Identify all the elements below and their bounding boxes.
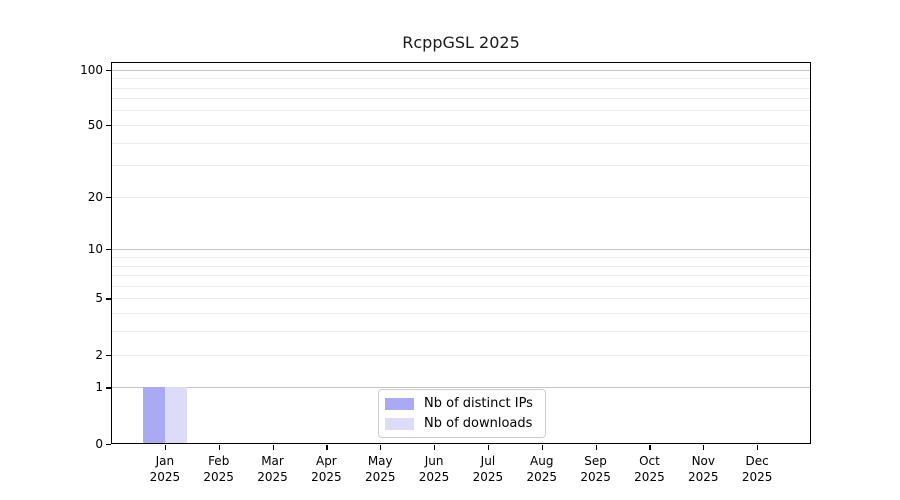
- y-tick-mark: [106, 124, 111, 127]
- x-tick-label: Oct 2025: [617, 453, 681, 485]
- y-tick-label: 2: [95, 347, 103, 362]
- x-tick-year: 2025: [257, 469, 288, 484]
- x-tick-mark: [649, 444, 651, 450]
- x-tick-month: Nov: [691, 453, 715, 468]
- gridline-minor: [111, 142, 811, 144]
- x-tick-label: Jul 2025: [456, 453, 520, 485]
- x-tick-mark: [272, 444, 274, 450]
- gridline-major: [111, 387, 811, 389]
- gridline-major: [111, 249, 811, 251]
- y-tick-label: 20: [87, 189, 103, 204]
- x-tick-label: Jan 2025: [133, 453, 197, 485]
- x-tick-label: Sep 2025: [564, 453, 628, 485]
- x-tick-year: 2025: [149, 469, 181, 484]
- x-tick-year: 2025: [203, 469, 234, 484]
- y-tick-mark: [106, 354, 111, 356]
- gridline-minor: [111, 78, 811, 80]
- x-tick-year: 2025: [364, 469, 396, 484]
- x-tick-label: Feb 2025: [187, 453, 251, 485]
- x-tick-year: 2025: [580, 469, 611, 484]
- gridline-major: [111, 69, 811, 71]
- x-tick-year: 2025: [526, 469, 558, 484]
- y-tick-mark: [106, 196, 111, 199]
- x-tick-month: Jan: [155, 453, 175, 468]
- x-tick-year: 2025: [688, 469, 719, 484]
- gridline-minor: [111, 313, 811, 315]
- gridline-minor: [111, 165, 811, 167]
- legend-label-downloads: Nb of downloads: [424, 416, 533, 431]
- bar-nb-of-distinct-ips: [142, 387, 165, 444]
- gridline-minor: [111, 196, 811, 198]
- gridline-minor: [111, 298, 811, 300]
- y-tick-mark: [106, 69, 111, 71]
- legend-swatch-distinct-ips-icon: [385, 397, 414, 410]
- x-tick-year: 2025: [634, 469, 665, 484]
- legend: Nb of distinct IPs Nb of downloads: [378, 389, 546, 438]
- x-tick-month: Aug: [530, 453, 554, 468]
- y-tick-label: 1: [95, 380, 103, 395]
- x-tick-mark: [595, 444, 597, 450]
- x-tick-year: 2025: [311, 469, 342, 484]
- x-tick-mark: [218, 444, 220, 450]
- x-tick-year: 2025: [472, 469, 504, 484]
- x-tick-label: Aug 2025: [510, 453, 574, 485]
- y-tick-mark: [106, 443, 111, 445]
- gridline-minor: [111, 331, 811, 333]
- x-tick-label: Dec 2025: [725, 453, 789, 485]
- gridline-minor: [111, 256, 811, 258]
- x-tick-month: Dec: [745, 453, 769, 468]
- x-tick-mark: [326, 444, 328, 450]
- legend-label-distinct-ips: Nb of distinct IPs: [424, 396, 533, 411]
- x-tick-month: May: [367, 453, 393, 468]
- gridline-minor: [111, 87, 811, 89]
- x-tick-month: Feb: [208, 453, 230, 468]
- y-tick-mark: [106, 387, 111, 389]
- gridline-minor: [111, 98, 811, 100]
- y-tick-mark: [106, 298, 111, 300]
- gridline-minor: [111, 275, 811, 277]
- legend-item-downloads: Nb of downloads: [385, 415, 533, 432]
- gridline-minor: [111, 265, 811, 267]
- gridline-minor: [111, 110, 811, 112]
- x-tick-month: Apr: [315, 453, 337, 468]
- x-tick-label: Apr 2025: [294, 453, 358, 485]
- x-tick-year: 2025: [418, 469, 450, 484]
- x-tick-label: Nov 2025: [671, 453, 735, 485]
- x-tick-label: Jun 2025: [402, 453, 466, 485]
- x-tick-month: Sep: [584, 453, 607, 468]
- x-tick-label: May 2025: [348, 453, 412, 485]
- x-tick-mark: [703, 444, 705, 450]
- x-tick-mark: [541, 444, 543, 450]
- y-tick-label: 50: [87, 117, 103, 132]
- plot-border: [111, 62, 811, 444]
- y-tick-label: 0: [95, 436, 103, 451]
- x-tick-mark: [380, 444, 382, 450]
- legend-item-distinct-ips: Nb of distinct IPs: [385, 395, 533, 412]
- gridline-minor: [111, 124, 811, 126]
- x-tick-month: Jun: [424, 453, 444, 468]
- x-tick-month: Jul: [480, 453, 496, 468]
- x-tick-year: 2025: [741, 469, 773, 484]
- bar-nb-of-downloads: [164, 387, 187, 444]
- x-tick-mark: [757, 444, 759, 450]
- gridline-minor: [111, 354, 811, 356]
- y-tick-label: 100: [80, 62, 103, 77]
- x-tick-month: Oct: [639, 453, 660, 468]
- gridline-minor: [111, 285, 811, 287]
- x-tick-mark: [434, 444, 436, 450]
- x-tick-mark: [487, 444, 490, 450]
- legend-swatch-downloads-icon: [385, 417, 414, 430]
- x-tick-month: Mar: [261, 453, 284, 468]
- x-tick-mark: [164, 444, 167, 450]
- y-tick-mark: [106, 249, 111, 251]
- chart-title: RcppGSL 2025: [402, 33, 520, 52]
- x-tick-label: Mar 2025: [241, 453, 305, 485]
- y-tick-label: 10: [87, 242, 103, 257]
- y-tick-label: 5: [95, 291, 103, 306]
